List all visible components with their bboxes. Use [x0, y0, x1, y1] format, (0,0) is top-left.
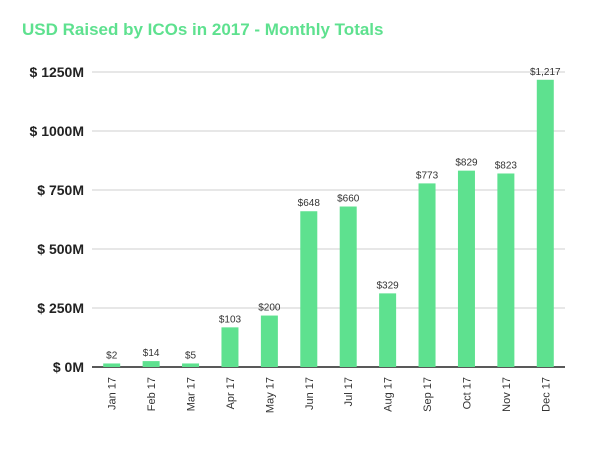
- x-tick-label: Dec 17: [540, 377, 552, 412]
- x-tick-label: Nov 17: [501, 377, 513, 412]
- data-label: $648: [298, 198, 321, 209]
- y-tick-label: $ 1250M: [30, 64, 84, 80]
- x-tick-label: May 17: [264, 377, 276, 413]
- data-labels: $2 $14 $5 $103 $200 $648 $660 $329 $773 $829 $823 $…: [106, 67, 561, 362]
- y-tick-label: $ 0M: [53, 359, 84, 375]
- x-tick-label: Jan 17: [107, 377, 119, 410]
- bar-nov-17: [497, 173, 515, 367]
- x-tick-label: Jun 17: [304, 377, 316, 410]
- gridlines: [92, 71, 565, 368]
- x-tick-label: Feb 17: [146, 377, 158, 411]
- bar-jul-17: [339, 206, 357, 367]
- y-tick-label: $ 1000M: [30, 123, 84, 139]
- bar-may-17: [260, 315, 278, 367]
- bar-sep-17: [418, 183, 436, 367]
- chart-title: USD Raised by ICOs in 2017 - Monthly Tot…: [22, 20, 384, 39]
- bar-feb-17: [142, 361, 160, 367]
- x-tick-label: Jul 17: [343, 377, 355, 406]
- x-tick-label: Aug 17: [383, 377, 395, 412]
- data-label: $1,217: [530, 67, 561, 78]
- bar-aug-17: [379, 293, 397, 367]
- data-label: $823: [495, 160, 518, 171]
- data-label: $773: [416, 170, 439, 181]
- data-label: $329: [377, 280, 400, 291]
- x-tick-label: Mar 17: [186, 377, 198, 411]
- data-label: $660: [337, 194, 360, 205]
- bar-jun-17: [300, 211, 318, 367]
- data-label: $829: [455, 158, 478, 169]
- data-label: $14: [143, 348, 160, 359]
- bar-dec-17: [536, 79, 554, 368]
- x-tick-label: Apr 17: [225, 377, 237, 409]
- data-label: $200: [258, 303, 281, 314]
- data-label: $103: [219, 314, 242, 325]
- bars: [103, 79, 554, 368]
- x-tick-label: Sep 17: [422, 377, 434, 412]
- x-tick-label: Oct 17: [461, 377, 473, 409]
- y-axis-ticks: $ 0M $ 250M $ 500M $ 750M $ 1000M $ 1250M: [30, 64, 84, 375]
- data-label: $5: [185, 350, 197, 361]
- y-tick-label: $ 500M: [37, 241, 84, 257]
- y-tick-label: $ 250M: [37, 300, 84, 316]
- data-label: $2: [106, 350, 118, 361]
- bar-jan-17: [103, 363, 121, 367]
- bar-oct-17: [457, 170, 475, 367]
- x-axis-ticks: Jan 17 Feb 17 Mar 17 Apr 17 May 17 Jun 17 Jul …: [107, 377, 553, 413]
- bar-apr-17: [221, 327, 239, 367]
- bar-mar-17: [182, 363, 200, 367]
- y-tick-label: $ 750M: [37, 182, 84, 198]
